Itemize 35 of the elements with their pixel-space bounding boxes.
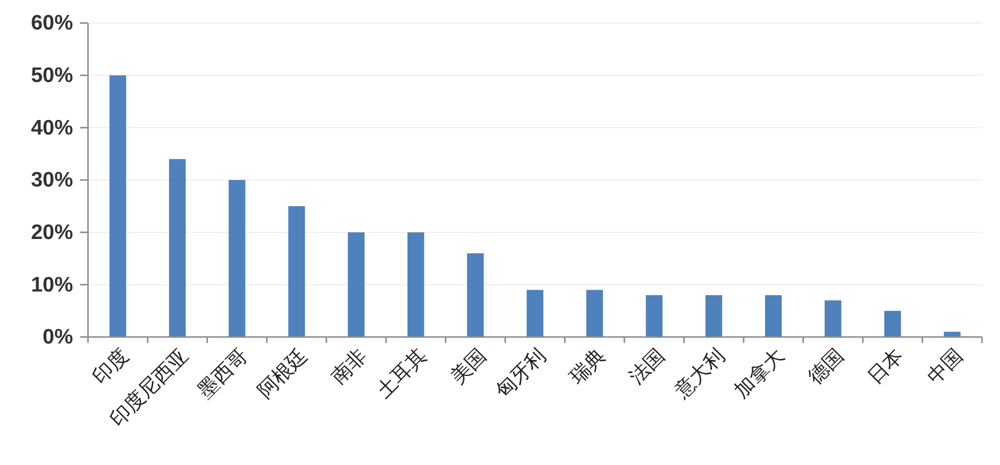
- x-tick-label: 印度: [88, 343, 134, 388]
- x-tick-label: 日本: [862, 343, 908, 388]
- bar: [705, 295, 722, 337]
- x-tick-label: 阿根廷: [252, 343, 312, 403]
- y-tick-label: 0%: [42, 326, 74, 349]
- y-tick-label: 20%: [30, 221, 74, 244]
- bar: [884, 310, 901, 337]
- bar: [169, 159, 186, 337]
- x-tick-label: 墨西哥: [192, 343, 252, 403]
- y-tick-label: 10%: [30, 273, 74, 296]
- x-tick-label: 德国: [802, 343, 848, 388]
- x-tick-label: 匈牙利: [490, 343, 550, 403]
- x-tick-label: 意大利: [668, 343, 730, 404]
- bar: [407, 232, 424, 337]
- bar: [586, 290, 603, 337]
- bar: [526, 290, 544, 337]
- bar: [467, 253, 484, 337]
- x-tick-label: 中国: [922, 343, 968, 388]
- y-tick-label: 60%: [30, 12, 74, 35]
- x-tick-label: 土耳其: [372, 343, 432, 403]
- x-tick-label: 加拿大: [729, 343, 789, 403]
- x-tick-label: 南非: [326, 343, 372, 388]
- x-tick-label: 瑞典: [564, 343, 610, 388]
- bar: [348, 232, 365, 337]
- x-tick-label: 美国: [445, 343, 491, 388]
- y-tick-label: 40%: [30, 116, 74, 140]
- bar: [824, 300, 842, 337]
- bar: [765, 295, 782, 337]
- bar: [109, 75, 126, 337]
- y-tick-label: 50%: [30, 64, 74, 88]
- bar: [288, 206, 305, 337]
- x-tick-label: 法国: [624, 343, 670, 388]
- y-tick-label: 30%: [30, 168, 74, 192]
- bar: [646, 295, 663, 337]
- bar: [228, 180, 246, 337]
